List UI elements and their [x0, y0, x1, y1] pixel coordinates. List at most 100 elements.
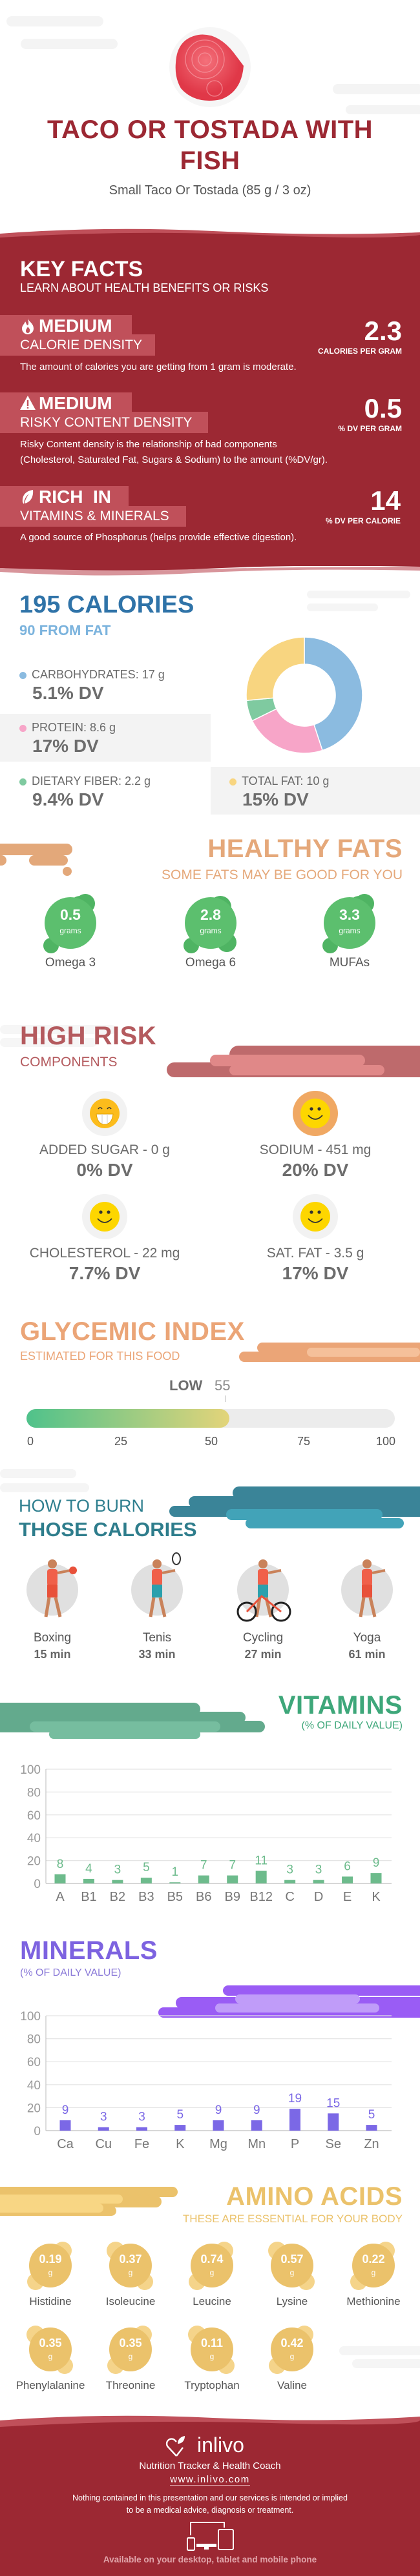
decor-shape	[30, 1721, 220, 1732]
carbs-dot-icon	[19, 671, 26, 679]
glycemic-tick-label: 25	[114, 1435, 128, 1448]
page-title: TACO OR TOSTADA WITH	[47, 116, 373, 144]
amino-circle: 0.22 g	[350, 2242, 395, 2290]
x-tick-label: B12	[249, 1890, 273, 1904]
amino-name: Tryptophan	[184, 2379, 240, 2391]
fat-circle: 0.5 grams	[43, 894, 96, 953]
bar-Ca	[59, 2120, 71, 2131]
activity-illustration	[335, 1552, 399, 1623]
glycemic-level: LOW	[169, 1377, 203, 1394]
calorie-density-level: MEDIUM	[39, 316, 112, 336]
yoga-figure-icon	[341, 1559, 393, 1618]
x-tick-label: B9	[224, 1890, 240, 1904]
activity-name: Boxing	[33, 1631, 72, 1645]
risky-density-desc: Risky Content density is the relationshi…	[20, 439, 277, 450]
amino-name: Isoleucine	[105, 2295, 156, 2307]
risky-density-unit: % DV PER GRAM	[338, 424, 402, 433]
decor-shape	[0, 1469, 76, 1478]
macro-carbs: CARBOHYDRATES: 17 g	[19, 669, 165, 680]
wave-divider	[0, 2415, 420, 2432]
amino-blob-icon	[27, 2242, 72, 2290]
risk-label: CHOLESTEROL - 22 mg	[29, 1246, 180, 1261]
bar-Zn	[366, 2125, 377, 2131]
bar-value-label: 5	[368, 2108, 375, 2122]
macro-fat: TOTAL FAT: 10 g	[229, 775, 329, 787]
bar-B5	[169, 1882, 181, 1883]
y-tick-label: 0	[34, 2125, 41, 2138]
footer-url-link[interactable]: www.inlivo.com	[170, 2474, 250, 2486]
bar-Se	[328, 2113, 339, 2131]
bar-Mn	[251, 2120, 262, 2131]
bar-B6	[198, 1875, 209, 1883]
amino-unit: g	[289, 2268, 295, 2277]
bar-B3	[140, 1878, 152, 1883]
fat-value: 2.8	[200, 906, 221, 923]
key-facts-title: KEY FACTS	[20, 257, 143, 281]
bar-E	[342, 1876, 353, 1883]
disclaimer-line1: Nothing contained in this presentation a…	[72, 2493, 348, 2502]
fat-value: 3.3	[339, 906, 360, 923]
x-tick-label: Fe	[134, 2137, 149, 2151]
glycemic-tick-label: 0	[26, 1435, 34, 1448]
y-tick-label: 60	[27, 1809, 41, 1823]
amino-blob-icon	[189, 2242, 233, 2290]
risk-dv: 7.7% DV	[68, 1263, 141, 1283]
decor-shape	[0, 2195, 123, 2204]
activity-name: Cycling	[242, 1631, 284, 1645]
risky-density-desc-line2: (Cholesterol, Saturated Fat, Sugars & So…	[20, 454, 328, 465]
macro-label: CARBOHYDRATES: 17 g	[32, 668, 165, 681]
decor-shape	[0, 2204, 103, 2213]
activity-time: 15 min	[34, 1648, 71, 1661]
fat-unit: grams	[200, 926, 222, 935]
glycemic-bar-fill	[26, 1409, 229, 1428]
bar-A	[54, 1874, 66, 1883]
amino-circle: 0.37 g	[107, 2242, 153, 2290]
risk-label: SAT. FAT - 3.5 g	[266, 1246, 364, 1261]
decor-shape	[235, 1994, 360, 2003]
y-tick-label: 60	[27, 2056, 41, 2069]
amino-value: 0.35	[39, 2337, 62, 2349]
rich-in-unit: % DV PER CALORIE	[325, 516, 401, 525]
heart-leaf-icon	[165, 2436, 185, 2457]
boxing-figure-icon	[26, 1559, 78, 1618]
amino-name: Phenylalanine	[16, 2379, 85, 2391]
amino-circle: 0.35 g	[26, 2326, 73, 2374]
macro-fiber: DIETARY FIBER: 2.2 g	[19, 775, 151, 787]
calorie-density-value: 2.3	[364, 316, 402, 346]
risk-icon	[82, 1091, 127, 1136]
fat-dv: 15% DV	[242, 789, 309, 809]
decor-shape	[6, 16, 103, 26]
macro-label: DIETARY FIBER: 2.2 g	[32, 775, 151, 787]
devices-icon	[187, 2522, 234, 2551]
fat-unit: grams	[59, 926, 81, 935]
decor-shape	[307, 603, 378, 611]
cycling-figure-icon	[236, 1559, 291, 1622]
smile-face-icon	[82, 1194, 127, 1239]
amino-name: Valine	[277, 2379, 307, 2391]
y-tick-label: 80	[27, 2033, 41, 2047]
x-tick-label: Zn	[364, 2137, 379, 2151]
rich-in-label: VITAMINS & MINERALS	[20, 509, 169, 523]
risk-icon	[82, 1194, 127, 1239]
activity-illustration	[125, 1552, 189, 1623]
amino-value: 0.35	[119, 2337, 142, 2349]
glycemic-tick-label: 75	[297, 1435, 311, 1448]
glycemic-tick-label: 100	[375, 1435, 396, 1448]
amino-circle: 0.74 g	[189, 2242, 233, 2290]
glycemic-subtitle: ESTIMATED FOR THIS FOOD	[20, 1350, 180, 1363]
amino-unit: g	[289, 2352, 295, 2361]
amino-unit: g	[209, 2268, 215, 2277]
fat-row-bg	[211, 767, 420, 815]
amino-unit: g	[128, 2352, 133, 2361]
tennis-figure-icon	[131, 1552, 183, 1618]
decor-shape	[21, 39, 118, 49]
decor-shape	[346, 105, 420, 114]
y-tick-label: 100	[20, 1763, 41, 1777]
footer-url-wrap: www.inlivo.com	[0, 2474, 420, 2486]
amino-blob-icon	[188, 2326, 235, 2374]
calorie-density-label: CALORIE DENSITY	[20, 338, 143, 352]
burn-title-line1: HOW TO BURN	[19, 1496, 145, 1516]
decor-shape	[226, 1509, 383, 1520]
activity-time: 27 min	[244, 1648, 282, 1661]
bar-value-label: 9	[62, 2104, 69, 2117]
